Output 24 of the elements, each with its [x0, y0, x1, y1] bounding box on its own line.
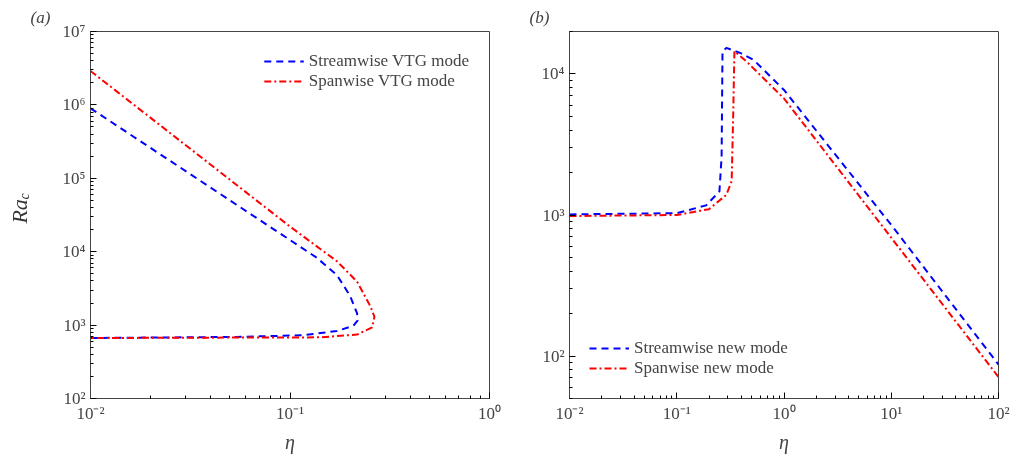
x-axis-title: η [285, 430, 296, 454]
y-tick-label: 10⁵ [62, 168, 86, 188]
x-tick-label: 10⁻² [555, 403, 584, 423]
y-tick-label: 10³ [63, 315, 86, 335]
y-tick-label: 10⁶ [62, 95, 86, 115]
legend-label: Streamwise VTG mode [308, 51, 469, 71]
chart-title: (b) [529, 7, 550, 27]
y-tick-label: 10⁴ [62, 242, 86, 262]
x-tick-label: 10⁻¹ [662, 403, 691, 423]
y-tick-label: 10³ [542, 205, 565, 225]
legend-label: Streamwise new mode [634, 338, 788, 358]
x-tick-label: 10⁰ [772, 403, 796, 423]
x-tick-label: 10⁻¹ [275, 403, 305, 423]
x-axis-title: η [779, 430, 790, 454]
y-axis-title: Rac [7, 192, 32, 225]
x-tick-label: 10⁰ [478, 403, 501, 423]
y-tick-label: 10⁴ [541, 64, 565, 84]
legend-label: Spanwise new mode [634, 358, 774, 378]
chart-title: (a) [30, 7, 51, 27]
y-tick-label: 10² [542, 346, 565, 366]
y-tick-label: 10⁷ [62, 22, 86, 41]
x-tick-label: 10¹ [880, 403, 903, 423]
legend-label: Spanwise VTG mode [308, 71, 455, 91]
x-tick-label: 10² [987, 403, 1010, 423]
